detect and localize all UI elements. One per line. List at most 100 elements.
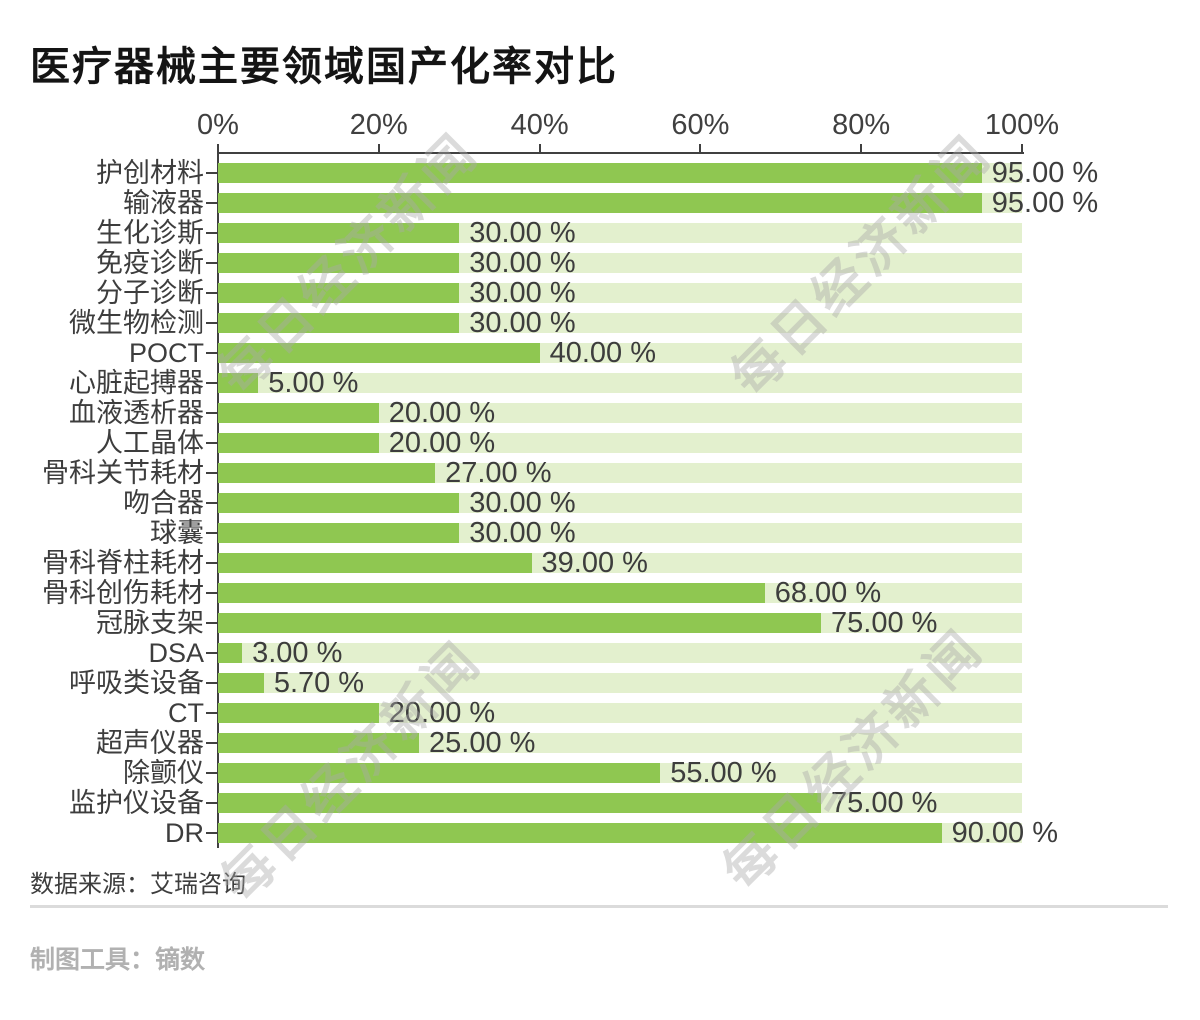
x-tick-mark xyxy=(217,144,219,152)
category-label: 生化诊斯 xyxy=(96,218,204,248)
value-label: 55.00 % xyxy=(670,757,777,789)
chart-tool-label: 制图工具：镝数 xyxy=(30,946,206,974)
category-label: 输液器 xyxy=(123,188,204,218)
x-tick-label: 80% xyxy=(832,109,891,141)
value-label: 40.00 % xyxy=(549,337,657,369)
bar-fill xyxy=(218,463,436,483)
category-label: 免疫诊断 xyxy=(96,248,204,278)
bar-track xyxy=(218,673,1022,693)
x-tick-label: 100% xyxy=(984,109,1060,141)
category-label: CT xyxy=(168,698,204,728)
category-tick-mark xyxy=(206,262,217,264)
bar-track xyxy=(218,553,1022,573)
category-tick-mark xyxy=(206,802,217,804)
bar-fill xyxy=(218,823,942,843)
x-tick-label: 40% xyxy=(510,109,569,141)
category-tick-mark xyxy=(206,622,217,624)
value-label: 30.00 % xyxy=(469,517,576,549)
bar-track xyxy=(218,493,1022,513)
x-tick-mark xyxy=(538,144,541,152)
bar-track xyxy=(218,643,1022,663)
bar-track xyxy=(218,793,1022,813)
bar-track xyxy=(218,703,1022,723)
bar-track xyxy=(218,373,1022,393)
category-label: 吻合器 xyxy=(123,488,204,518)
bar-track xyxy=(218,283,1022,303)
x-tick-label: 0% xyxy=(197,109,239,141)
bar-fill xyxy=(218,403,379,423)
bar-fill xyxy=(218,433,379,453)
category-label: 骨科关节耗材 xyxy=(42,458,204,488)
x-tick-mark xyxy=(377,144,380,152)
bar-track xyxy=(218,193,1022,213)
bar-fill xyxy=(218,673,264,693)
footer-divider xyxy=(30,905,1168,908)
category-tick-mark xyxy=(206,532,217,534)
chart-title: 医疗器械主要领域国产化率对比 xyxy=(30,45,618,89)
value-label: 3.00 % xyxy=(252,637,343,669)
bar-track xyxy=(218,163,1022,183)
value-label: 5.00 % xyxy=(268,367,359,399)
category-tick-mark xyxy=(206,772,217,774)
category-tick-mark xyxy=(206,742,217,744)
bar-track xyxy=(218,403,1022,423)
bar-fill xyxy=(218,283,460,303)
x-tick-mark xyxy=(1021,144,1023,152)
category-label: 冠脉支架 xyxy=(96,608,204,638)
bar-fill xyxy=(218,343,540,363)
category-label: 护创材料 xyxy=(96,158,204,188)
category-tick-mark xyxy=(206,712,217,714)
bar-fill xyxy=(218,553,532,573)
category-tick-mark xyxy=(206,382,217,384)
category-label: 血液透析器 xyxy=(69,398,204,428)
value-label: 30.00 % xyxy=(469,307,576,339)
value-label: 30.00 % xyxy=(469,277,576,309)
category-tick-mark xyxy=(206,472,217,474)
category-label: 除颤仪 xyxy=(123,758,204,788)
category-tick-mark xyxy=(206,592,217,594)
bar-fill xyxy=(218,613,821,633)
value-label: 75.00 % xyxy=(831,607,938,639)
value-label: 39.00 % xyxy=(541,547,648,579)
bar-track xyxy=(218,733,1022,753)
bar-fill xyxy=(218,793,821,813)
category-tick-mark xyxy=(206,202,217,204)
category-label: 微生物检测 xyxy=(69,308,204,338)
bar-track xyxy=(218,613,1022,633)
category-label: DR xyxy=(165,818,204,848)
category-label: 分子诊断 xyxy=(96,278,204,308)
bar-track xyxy=(218,313,1022,333)
bar-track xyxy=(218,343,1022,363)
bar-track xyxy=(218,523,1022,543)
bar-fill xyxy=(218,523,460,543)
value-label: 27.00 % xyxy=(445,457,552,489)
bar-fill xyxy=(218,733,419,753)
bar-fill xyxy=(218,763,661,783)
value-label: 30.00 % xyxy=(469,247,576,279)
category-label: 呼吸类设备 xyxy=(69,668,204,698)
category-label: POCT xyxy=(128,338,204,368)
x-tick-label: 60% xyxy=(671,109,730,141)
category-label: 超声仪器 xyxy=(96,728,204,758)
category-label: 骨科创伤耗材 xyxy=(42,578,204,608)
bar-fill xyxy=(218,373,259,393)
category-tick-mark xyxy=(206,652,217,654)
x-tick-mark xyxy=(699,144,702,152)
category-label: 球囊 xyxy=(150,518,204,548)
category-tick-mark xyxy=(206,172,217,174)
category-tick-mark xyxy=(206,232,217,234)
category-tick-mark xyxy=(206,412,217,414)
bar-fill xyxy=(218,163,982,183)
category-tick-mark xyxy=(206,292,217,294)
bar-track xyxy=(218,433,1022,453)
bar-fill xyxy=(218,703,379,723)
bar-fill xyxy=(218,193,982,213)
value-label: 95.00 % xyxy=(991,187,1099,219)
x-tick-mark xyxy=(860,144,863,152)
bar-fill xyxy=(218,313,460,333)
category-tick-mark xyxy=(206,352,217,354)
category-label: 骨科脊柱耗材 xyxy=(42,548,204,578)
value-label: 30.00 % xyxy=(469,217,576,249)
